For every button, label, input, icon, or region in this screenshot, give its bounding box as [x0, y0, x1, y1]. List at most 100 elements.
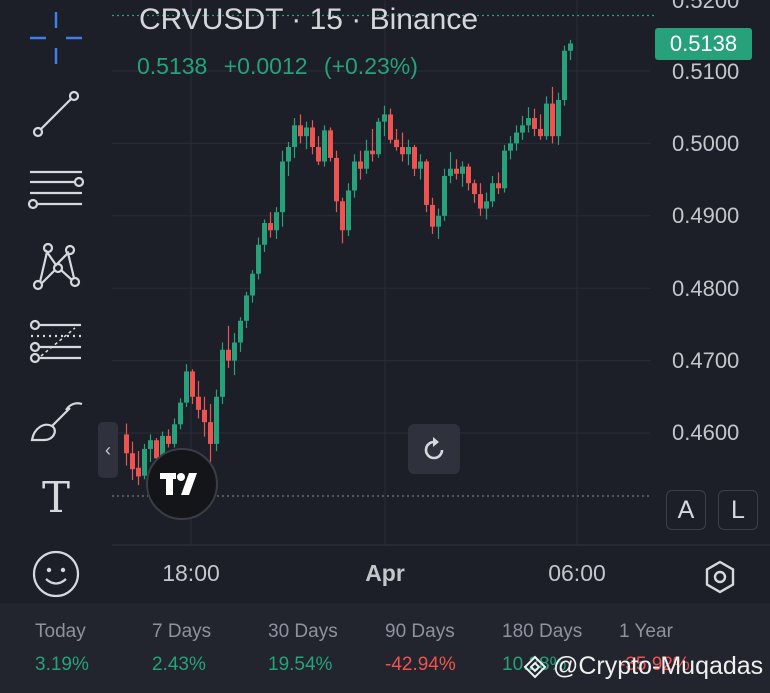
log-scale-button[interactable]: L — [718, 490, 758, 530]
watermark: @Crypto-Muqadas — [523, 652, 763, 681]
candle-body — [466, 166, 471, 184]
y-tick: 0.5100 — [672, 59, 740, 84]
candle-body — [508, 143, 513, 151]
candle-body — [268, 223, 273, 231]
candle-body — [274, 212, 279, 231]
y-tick: 0.4700 — [672, 348, 740, 373]
candle-body — [256, 244, 261, 274]
horizontal-lines-icon — [27, 170, 85, 210]
emoji-icon — [32, 550, 80, 598]
perf-value: 3.19% — [35, 654, 89, 675]
candle-body — [424, 161, 429, 205]
horizontal-lines-tool[interactable] — [14, 160, 98, 220]
candle-body — [478, 194, 483, 209]
candle-body — [316, 147, 321, 162]
pattern-icon — [32, 242, 81, 291]
performance-bar: Today 3.19% 7 Days 2.43% 30 Days 19.54% … — [0, 603, 770, 693]
candle-body — [496, 183, 501, 189]
candle-body — [238, 320, 243, 343]
symbol-title: CRVUSDT · 15 · Binance — [139, 3, 479, 36]
x-tick: 06:00 — [548, 560, 606, 586]
candle-body — [370, 150, 375, 155]
candle-body — [526, 118, 531, 126]
y-tick: 0.4600 — [672, 420, 740, 445]
tradingview-logo[interactable] — [146, 448, 218, 520]
trend-line-tool[interactable] — [14, 84, 98, 144]
text-tool[interactable]: T — [14, 468, 98, 528]
chart-pane[interactable]: CRVUSDT · 15 · Binance 0.5138 +0.0012 (+… — [112, 0, 770, 603]
candle-body — [196, 396, 201, 410]
candle-body — [382, 114, 387, 122]
candle-body — [286, 147, 291, 162]
candle-body — [400, 147, 405, 155]
perf-30-days[interactable]: 30 Days 19.54% — [268, 621, 338, 676]
candle-body — [322, 130, 327, 162]
candle-body — [124, 434, 129, 454]
crosshair-icon — [30, 12, 82, 64]
candle-body — [130, 453, 135, 470]
perf-label: Today — [35, 621, 86, 642]
candle-body — [454, 168, 459, 174]
candle-body — [172, 424, 177, 444]
auto-scale-button[interactable]: A — [666, 490, 706, 530]
y-tick: 0.5000 — [672, 131, 740, 156]
candle-body — [304, 127, 309, 137]
candle-body — [418, 161, 423, 169]
fib-lines-tool[interactable] — [14, 312, 98, 372]
reset-chart-button[interactable] — [408, 424, 460, 474]
y-tick: 0.4800 — [672, 276, 740, 301]
candle-body — [544, 103, 549, 137]
candle-body — [352, 161, 357, 191]
candle-body — [220, 349, 225, 397]
current-price-badge: 0.5138 — [655, 28, 752, 60]
x-tick: 18:00 — [162, 560, 220, 586]
candle-body — [250, 273, 255, 296]
candle-body — [568, 43, 573, 51]
trend-line-icon — [32, 90, 80, 138]
perf-value: -35.92% — [619, 654, 690, 675]
collapse-toolbar-button[interactable]: ‹ — [98, 422, 118, 478]
candle-body — [358, 161, 363, 169]
text-icon: T — [41, 473, 70, 522]
drawing-toolbar: T — [0, 0, 112, 603]
candle-body — [184, 371, 189, 403]
candlestick-chart[interactable] — [112, 0, 770, 603]
candle-body — [460, 166, 465, 174]
candle-body — [334, 157, 339, 202]
candle-body — [346, 190, 351, 231]
candle-body — [310, 127, 315, 148]
perf-1-year[interactable]: 1 Year -35.92% — [619, 621, 690, 676]
candle-body — [406, 147, 411, 155]
chart-settings-button[interactable] — [698, 555, 742, 599]
emoji-tool[interactable] — [14, 544, 98, 604]
candle-body — [160, 435, 165, 459]
candle-body — [442, 175, 447, 216]
pattern-tool[interactable] — [14, 236, 98, 296]
candle-body — [280, 161, 285, 213]
candle-body — [214, 396, 219, 444]
perf-label: 180 Days — [502, 621, 583, 642]
candle-body — [226, 349, 231, 361]
perf-180-days[interactable]: 180 Days 10.28% — [502, 621, 582, 676]
perf-value: 19.54% — [268, 654, 333, 675]
crosshair-tool[interactable] — [14, 8, 98, 68]
fib-lines-icon — [29, 319, 81, 364]
candle-body — [208, 422, 213, 444]
watermark-text: @Crypto-Muqadas — [553, 652, 764, 680]
last-price: 0.5138 — [137, 53, 208, 79]
candle-body — [232, 342, 237, 361]
perf-90-days[interactable]: 90 Days -42.94% — [385, 621, 456, 676]
perf-today[interactable]: Today 3.19% — [35, 621, 89, 676]
perf-label: 7 Days — [152, 621, 212, 642]
candle-body — [532, 118, 537, 129]
candle-body — [166, 435, 171, 444]
candle-body — [148, 440, 153, 449]
brush-tool[interactable] — [14, 390, 98, 450]
candle-body — [262, 223, 267, 245]
perf-value: -42.94% — [385, 654, 456, 675]
perf-7-days[interactable]: 7 Days 2.43% — [152, 621, 211, 676]
perf-label: 1 Year — [619, 621, 673, 642]
candle-body — [394, 139, 399, 148]
candle-body — [190, 371, 195, 397]
